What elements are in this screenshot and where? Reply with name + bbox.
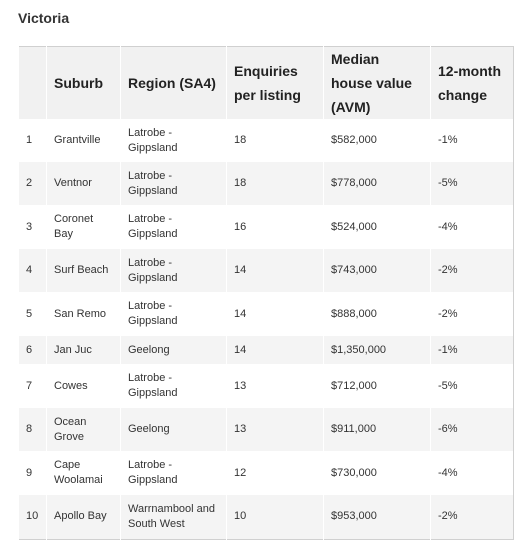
table-cell: 14 [226,249,324,292]
table-cell: -6% [430,408,514,451]
table-cell: $953,000 [323,495,431,539]
table-cell: Surf Beach [46,249,121,292]
table-cell: 3 [18,205,47,249]
table-cell: 6 [18,336,47,364]
table-body: 1 Grantville Latrobe - Gippsland 18 $582,000… [18,119,514,539]
table-cell: 4 [18,249,47,292]
table-cell: Latrobe - Gippsland [120,292,227,336]
table-cell: Grantville [46,119,121,162]
data-table: Suburb Region (SA4) Enquiries per listing M… [18,46,514,540]
table-cell: Latrobe - Gippsland [120,451,227,495]
table-cell: -4% [430,205,514,249]
table-cell: $911,000 [323,408,431,451]
table-cell: Latrobe - Gippsland [120,119,227,162]
table-cell: San Remo [46,292,121,336]
table-cell: 10 [18,495,47,539]
table-cell: 1 [18,119,47,162]
table-cell: $743,000 [323,249,431,292]
table-cell: Latrobe - Gippsland [120,249,227,292]
table-cell: Cape Woolamai [46,451,121,495]
table-cell: Geelong [120,336,227,364]
table-cell: -5% [430,364,514,408]
table-cell: -5% [430,162,514,205]
table-cell: 16 [226,205,324,249]
table-row: 1 Grantville Latrobe - Gippsland 18 $582,000… [18,119,514,162]
table-cell: 14 [226,292,324,336]
column-header [18,46,47,119]
table-cell: -1% [430,336,514,364]
table-cell: Latrobe - Gippsland [120,162,227,205]
table-row: 3 Coronet Bay Latrobe - Gippsland 16 $524,00… [18,205,514,249]
table-cell: 12 [226,451,324,495]
table-cell: Apollo Bay [46,495,121,539]
column-header: Median house value (AVM) [323,46,431,119]
header-row: Suburb Region (SA4) Enquiries per listing M… [18,46,514,119]
table-cell: Ocean Grove [46,408,121,451]
table-cell: $888,000 [323,292,431,336]
table-cell: Latrobe - Gippsland [120,205,227,249]
table-cell: 9 [18,451,47,495]
table-cell: Ventnor [46,162,121,205]
table-cell: Warrnambool and South West [120,495,227,539]
table-cell: 8 [18,408,47,451]
section-title: Victoria [18,10,70,26]
table-cell: -2% [430,495,514,539]
table-cell: 10 [226,495,324,539]
table-cell: $524,000 [323,205,431,249]
table-row: 9 Cape Woolamai Latrobe - Gippsland 12 $730,… [18,451,514,495]
table-cell: 2 [18,162,47,205]
column-header: Region (SA4) [120,46,227,119]
table-row: 4 Surf Beach Latrobe - Gippsland 14 $743,000… [18,249,514,292]
table-cell: $730,000 [323,451,431,495]
table-cell: Cowes [46,364,121,408]
table-cell: 13 [226,364,324,408]
table-row: 7 Cowes Latrobe - Gippsland 13 $712,000 -5% [18,364,514,408]
table-cell: $582,000 [323,119,431,162]
table-row: 8 Ocean Grove Geelong 13 $911,000 -6% [18,408,514,451]
table-cell: 13 [226,408,324,451]
table-cell: -2% [430,249,514,292]
table-cell: $1,350,000 [323,336,431,364]
table-cell: 5 [18,292,47,336]
table-cell: 18 [226,162,324,205]
table-cell: Geelong [120,408,227,451]
table-cell: -2% [430,292,514,336]
table-cell: -4% [430,451,514,495]
table-cell: 18 [226,119,324,162]
column-header: Enquiries per listing [226,46,324,119]
table-cell: 7 [18,364,47,408]
table-cell: $712,000 [323,364,431,408]
table-cell: Latrobe - Gippsland [120,364,227,408]
table-cell: $778,000 [323,162,431,205]
table-row: 2 Ventnor Latrobe - Gippsland 18 $778,000 -5% [18,162,514,205]
column-header: Suburb [46,46,121,119]
table-row: 5 San Remo Latrobe - Gippsland 14 $888,000 -2… [18,292,514,336]
table-cell: Jan Juc [46,336,121,364]
table-cell: -1% [430,119,514,162]
table-row: 10 Apollo Bay Warrnambool and South West 10… [18,495,514,539]
table-cell: Coronet Bay [46,205,121,249]
table-row: 6 Jan Juc Geelong 14 $1,350,000 -1% [18,336,514,364]
column-header: 12-month change [430,46,514,119]
table-cell: 14 [226,336,324,364]
